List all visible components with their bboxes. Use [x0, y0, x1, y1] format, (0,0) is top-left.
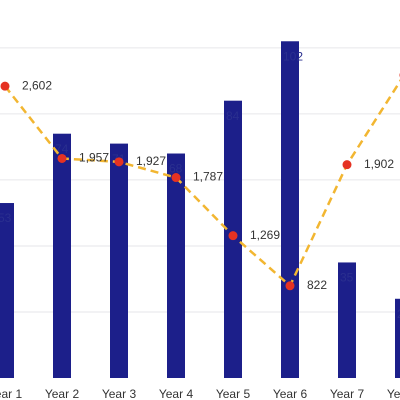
x-tick-label: Year 4 — [159, 387, 194, 400]
line-value-label: 822 — [307, 278, 327, 292]
line-marker — [342, 160, 352, 170]
bar-value-label: 102 — [283, 49, 303, 63]
bar — [110, 143, 128, 378]
line-value-label: 1,269 — [250, 228, 280, 242]
line-value-label: 1,902 — [364, 157, 394, 171]
line-value-label: 1,927 — [136, 154, 166, 168]
bar-value-label: 84 — [226, 109, 240, 123]
line-marker — [228, 231, 238, 241]
line-value-label: 2,602 — [22, 78, 52, 92]
bar — [0, 203, 14, 378]
line-marker — [0, 81, 10, 91]
line-value-label: 1,787 — [193, 170, 223, 184]
x-tick-label: Year 2 — [45, 387, 80, 400]
line-marker — [171, 173, 181, 183]
x-tick-label: Year 5 — [216, 387, 251, 400]
line-value-label: 1,957 — [79, 151, 109, 165]
line-marker — [285, 281, 295, 291]
bar-value-label: 53 — [0, 211, 12, 225]
line-marker — [57, 153, 67, 163]
bar — [395, 298, 400, 378]
bar-value-label: 24 — [397, 307, 400, 321]
x-tick-label: Year 1 — [0, 387, 22, 400]
bar — [53, 133, 71, 378]
bar — [167, 153, 185, 378]
line — [4, 79, 400, 288]
bar — [338, 262, 356, 378]
x-tick-label: Year 7 — [330, 387, 365, 400]
bar — [281, 41, 299, 378]
line-marker — [114, 157, 124, 167]
bar-value-label: 68 — [169, 162, 183, 176]
x-tick-label: Year 6 — [273, 387, 308, 400]
bar-value-label: 35 — [340, 271, 354, 285]
x-tick-label: Year 8 — [387, 387, 400, 400]
x-tick-label: Year 3 — [102, 387, 137, 400]
